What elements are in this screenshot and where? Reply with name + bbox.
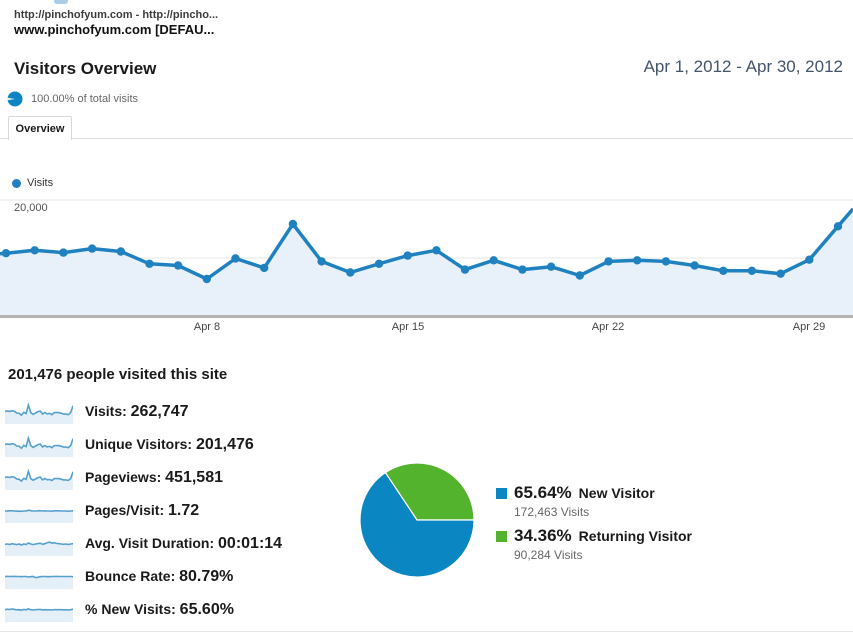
- avg-visit-duration-sparkline: [5, 541, 73, 556]
- pie-legend-returning-visitor: 34.36% Returning Visitor 90,284 Visits: [496, 526, 796, 562]
- cropped-toolbar-fragment: [54, 0, 68, 4]
- bottom-divider: [0, 631, 853, 632]
- returning-visitor-pct: 34.36%: [514, 526, 572, 545]
- new-visitor-pct: 65.64%: [514, 483, 572, 502]
- metrics-headline: 201,476 people visited this site: [8, 366, 228, 383]
- metric-value: 201,476: [195, 436, 254, 453]
- metric-row-bounce-rate[interactable]: Bounce Rate: 80.79%: [0, 565, 330, 589]
- metric-value: 80.79%: [179, 568, 234, 585]
- visits-legend-label: Visits: [27, 177, 54, 189]
- metric-value: 00:01:14: [218, 535, 283, 552]
- new-visitor-name: New Visitor: [578, 485, 655, 501]
- segment-pie-icon: [7, 91, 23, 107]
- metric-label: % New Visits:: [85, 601, 176, 617]
- tabbar-divider: [0, 138, 853, 139]
- new-visitor-visits: 172,463 Visits: [514, 505, 590, 519]
- segment-all-visits[interactable]: 100.00% of total visits: [7, 91, 138, 107]
- metric-row-pageviews[interactable]: Pageviews: 451,581: [0, 466, 330, 490]
- site-url-line: http://pinchofyum.com - http://pincho...: [14, 9, 219, 21]
- metric-label: Avg. Visit Duration:: [85, 535, 215, 551]
- chart-legend: Visits: [12, 177, 53, 189]
- metric-value: 451,581: [165, 469, 223, 486]
- metric-label: Pages/Visit:: [85, 502, 165, 518]
- x-axis-label: Apr 8: [193, 321, 221, 333]
- metric-label: Bounce Rate:: [85, 568, 176, 584]
- x-axis-label: Apr 29: [792, 321, 826, 333]
- pie-legend-new-visitor: 65.64% New Visitor 172,463 Visits: [496, 483, 796, 519]
- metric-label: Unique Visitors:: [85, 436, 193, 452]
- tab-overview[interactable]: Overview: [8, 116, 72, 140]
- date-range-selector[interactable]: Apr 1, 2012 - Apr 30, 2012: [643, 57, 843, 76]
- returning-visitor-swatch-icon: [496, 530, 507, 542]
- metric-value: 262,747: [130, 403, 189, 420]
- metric-row-pct-new-visits[interactable]: % New Visits: 65.60%: [0, 598, 330, 622]
- metric-row-unique-visitors[interactable]: Unique Visitors: 201,476: [0, 433, 330, 457]
- visits-legend-dot-icon: [12, 178, 21, 188]
- metric-label: Pageviews:: [85, 469, 162, 485]
- metric-row-pages-per-visit[interactable]: Pages/Visit: 1.72: [0, 499, 330, 523]
- y-axis-label-20000: 20,000: [14, 202, 48, 214]
- metric-value: 1.72: [168, 502, 200, 519]
- metric-row-visits[interactable]: Visits: 262,747: [0, 400, 330, 424]
- bounce-rate-sparkline: [5, 575, 73, 589]
- visitor-type-pie-chart: [359, 462, 475, 578]
- returning-visitor-visits: 90,284 Visits: [514, 548, 583, 562]
- profile-selector[interactable]: www.pinchofyum.com [DEFAU...: [14, 22, 215, 37]
- segment-label: 100.00% of total visits: [31, 93, 139, 105]
- metric-label: Visits:: [85, 403, 127, 419]
- metric-value: 65.60%: [179, 601, 234, 618]
- returning-visitor-name: Returning Visitor: [578, 528, 692, 544]
- new-visitor-swatch-icon: [496, 487, 507, 499]
- pages-per-visit-sparkline: [5, 509, 73, 523]
- pct-new-visits-sparkline: [5, 608, 73, 622]
- x-axis-label: Apr 22: [591, 321, 625, 333]
- x-axis-label: Apr 15: [391, 321, 425, 333]
- visits-sparkline: [5, 402, 73, 424]
- metric-row-avg-visit-duration[interactable]: Avg. Visit Duration: 00:01:14: [0, 532, 330, 556]
- pageviews-sparkline: [5, 468, 73, 490]
- visits-timeline-chart: [0, 199, 853, 318]
- page-title: Visitors Overview: [14, 59, 157, 78]
- unique-visitors-sparkline: [5, 435, 73, 457]
